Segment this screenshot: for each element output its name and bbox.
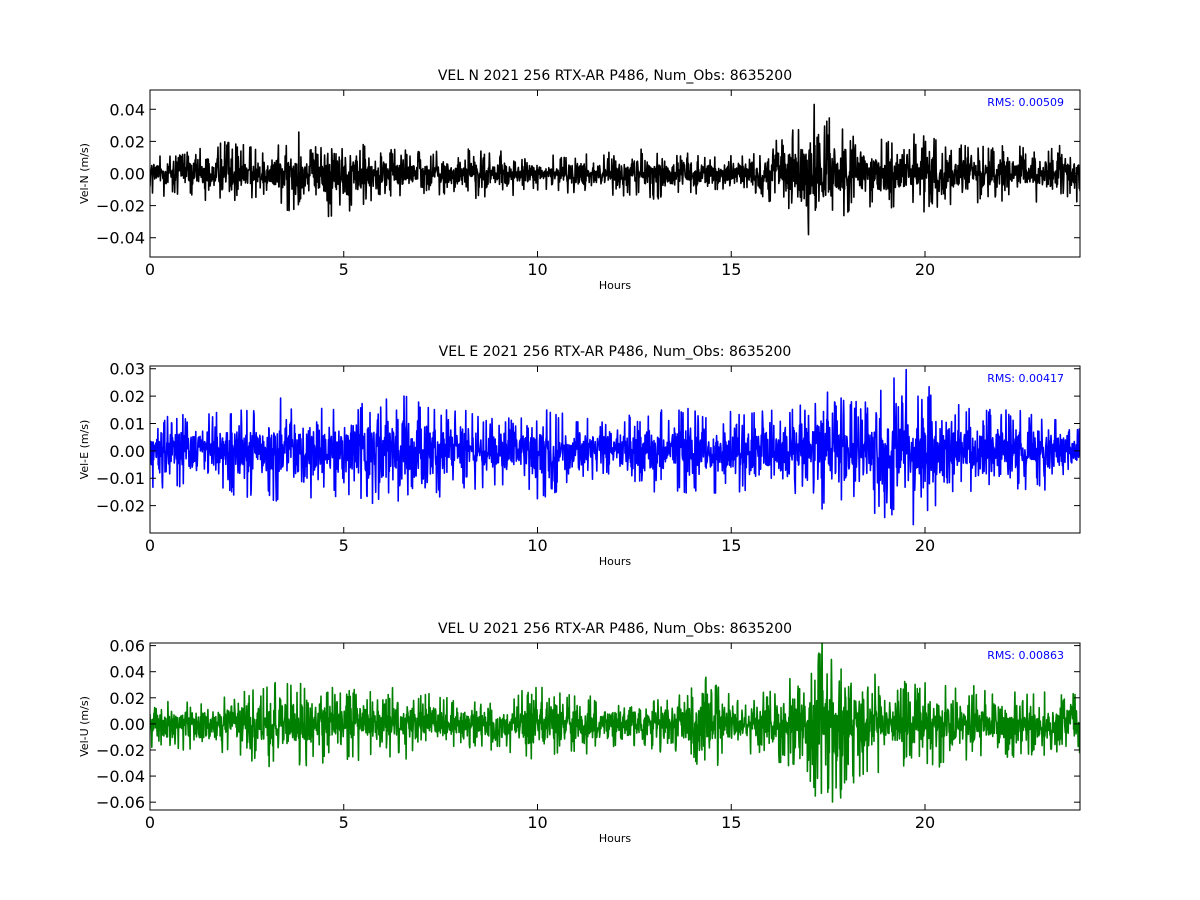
y-tick-label: −0.04	[96, 229, 145, 248]
axes-frame	[149, 642, 1081, 811]
y-tick-label: 0.04	[109, 663, 145, 682]
subplot-2: VEL E 2021 256 RTX-AR P486, Num_Obs: 863…	[78, 344, 1081, 568]
y-tick-label: 0.00	[109, 442, 145, 461]
x-tick-label: 0	[145, 260, 155, 279]
data-series-line	[150, 643, 1080, 803]
y-axis-label: Vel-N (m/s)	[78, 143, 91, 204]
x-tick-label: 15	[721, 260, 741, 279]
y-tick-label: 0.04	[109, 100, 145, 119]
x-tick-label: 5	[339, 536, 349, 555]
y-tick-label: 0.02	[109, 689, 145, 708]
subplot-3: VEL U 2021 256 RTX-AR P486, Num_Obs: 863…	[78, 621, 1081, 845]
y-axis-label: Vel-E (m/s)	[78, 420, 91, 480]
x-axis-label: Hours	[599, 832, 631, 845]
y-tick-label: −0.02	[96, 197, 145, 216]
y-tick-label: −0.06	[96, 793, 145, 812]
subplot-title: VEL E 2021 256 RTX-AR P486, Num_Obs: 863…	[439, 344, 792, 360]
x-axis-label: Hours	[599, 279, 631, 292]
y-tick-label: 0.02	[109, 132, 145, 151]
data-series-line	[150, 103, 1080, 236]
x-tick-label: 20	[915, 813, 935, 832]
rms-annotation: RMS: 0.00417	[987, 372, 1064, 385]
y-tick-label: 0.00	[109, 165, 145, 184]
y-tick-label: 0.03	[109, 360, 145, 379]
subplot-title: VEL U 2021 256 RTX-AR P486, Num_Obs: 863…	[438, 621, 792, 637]
x-tick-label: 20	[915, 260, 935, 279]
subplot-1: VEL N 2021 256 RTX-AR P486, Num_Obs: 863…	[78, 68, 1081, 292]
x-tick-label: 5	[339, 813, 349, 832]
x-tick-label: 10	[527, 813, 547, 832]
axes-frame	[149, 365, 1081, 534]
x-tick-label: 0	[145, 813, 155, 832]
y-tick-label: 0.00	[109, 715, 145, 734]
data-series-line	[150, 368, 1080, 526]
y-tick-label: −0.04	[96, 767, 145, 786]
y-tick-label: −0.02	[96, 497, 145, 516]
rms-annotation: RMS: 0.00509	[987, 96, 1064, 109]
subplot-title: VEL N 2021 256 RTX-AR P486, Num_Obs: 863…	[438, 68, 792, 84]
x-tick-label: 15	[721, 813, 741, 832]
x-tick-label: 15	[721, 536, 741, 555]
y-axis-label: Vel-U (m/s)	[78, 696, 91, 757]
x-tick-label: 5	[339, 260, 349, 279]
y-tick-label: −0.01	[96, 469, 145, 488]
x-tick-label: 10	[527, 260, 547, 279]
rms-annotation: RMS: 0.00863	[987, 649, 1064, 662]
x-tick-label: 20	[915, 536, 935, 555]
x-axis-label: Hours	[599, 555, 631, 568]
y-tick-label: 0.06	[109, 637, 145, 656]
x-tick-label: 10	[527, 536, 547, 555]
x-tick-label: 0	[145, 536, 155, 555]
y-tick-label: 0.02	[109, 387, 145, 406]
y-tick-label: −0.02	[96, 741, 145, 760]
y-tick-label: 0.01	[109, 414, 145, 433]
